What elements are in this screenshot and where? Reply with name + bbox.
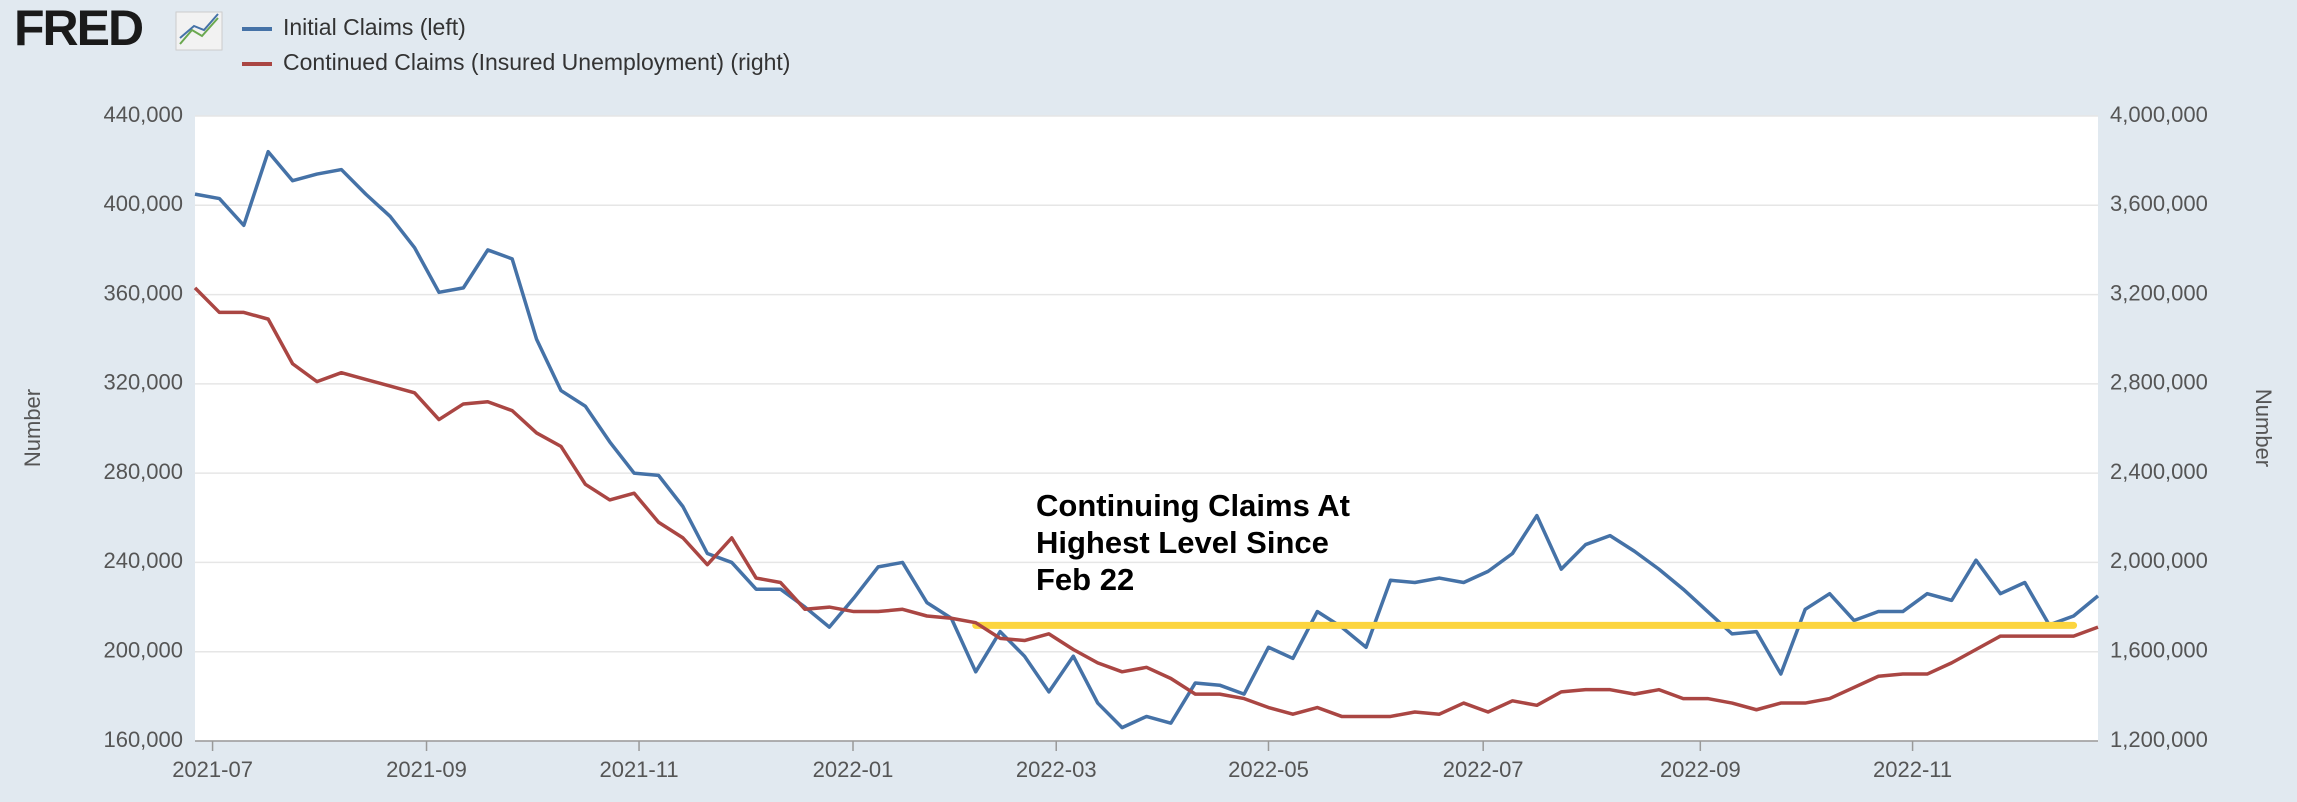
y-tick-label: 240,000 [103, 548, 183, 573]
y2-tick-label: 2,400,000 [2110, 459, 2208, 484]
legend-label: Initial Claims (left) [283, 14, 466, 40]
x-tick-label: 2022-01 [813, 757, 894, 782]
y2-tick-label: 2,800,000 [2110, 370, 2208, 395]
y-tick-label: 440,000 [103, 102, 183, 127]
y2-tick-label: 3,600,000 [2110, 191, 2208, 216]
series-line [194, 149, 2100, 730]
y-tick-label: 400,000 [103, 191, 183, 216]
x-tick-label: 2021-07 [172, 757, 253, 782]
y2-tick-label: 1,600,000 [2110, 638, 2208, 663]
y2-tick-label: 4,000,000 [2110, 102, 2208, 127]
annotation-text: Continuing Claims At [1036, 488, 1350, 523]
y-axis-label: Number [20, 389, 45, 467]
y2-axis-label: Number [2251, 389, 2276, 467]
x-tick-label: 2022-05 [1228, 757, 1309, 782]
legend-label: Continued Claims (Insured Unemployment) … [283, 49, 790, 75]
x-tick-label: 2022-11 [1873, 757, 1952, 782]
y2-tick-label: 3,200,000 [2110, 280, 2208, 305]
y2-tick-label: 1,200,000 [2110, 727, 2208, 752]
x-tick-label: 2022-03 [1016, 757, 1097, 782]
y-tick-label: 360,000 [103, 280, 183, 305]
y-tick-label: 320,000 [103, 370, 183, 395]
logo-icon [175, 11, 223, 51]
y-tick-label: 200,000 [103, 638, 183, 663]
x-tick-label: 2022-09 [1660, 757, 1741, 782]
y2-tick-label: 2,000,000 [2110, 548, 2208, 573]
x-tick-label: 2021-11 [599, 757, 678, 782]
x-tick-label: 2021-09 [386, 757, 467, 782]
y-tick-label: 280,000 [103, 459, 183, 484]
plot-area [195, 116, 2098, 741]
x-tick-label: 2022-07 [1443, 757, 1524, 782]
annotation-text: Feb 22 [1036, 562, 1134, 597]
y-tick-label: 160,000 [103, 727, 183, 752]
series-line [193, 286, 2099, 719]
logo: FRED [14, 0, 143, 56]
annotation-text: Highest Level Since [1036, 525, 1329, 560]
